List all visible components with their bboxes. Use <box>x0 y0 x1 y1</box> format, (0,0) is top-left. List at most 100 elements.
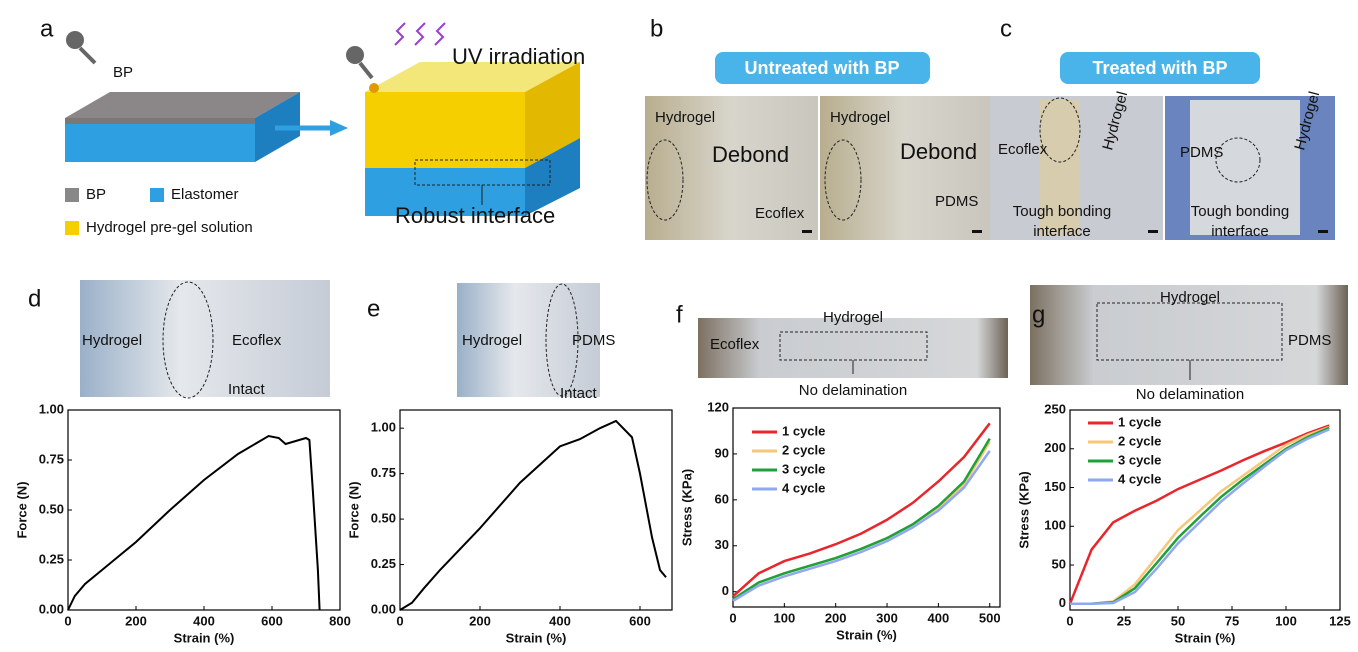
y-tick-label: 1.00 <box>371 420 396 435</box>
x-tick-label: 100 <box>773 610 795 625</box>
y-tick-label: 0.25 <box>39 551 64 566</box>
x-axis-title: Strain (%) <box>836 627 897 642</box>
y-tick-label: 0 <box>722 583 729 598</box>
legend-label: 1 cycle <box>782 423 825 438</box>
photo-label: Hydrogel <box>462 332 522 349</box>
x-tick-label: 600 <box>261 613 283 628</box>
y-tick-label: 100 <box>1044 518 1066 533</box>
x-tick-label: 200 <box>125 613 147 628</box>
panel-label: e <box>367 295 380 322</box>
data-line <box>733 439 990 600</box>
photo-label: Tough bonding <box>1013 203 1111 220</box>
y-tick-label: 0.50 <box>39 501 64 516</box>
photo-label: interface <box>1211 223 1269 240</box>
photo-header: Treated with BP <box>1092 58 1227 78</box>
legend-label: 4 cycle <box>782 480 825 495</box>
y-tick-label: 150 <box>1044 479 1066 494</box>
photo-label: No delamination <box>1136 386 1244 403</box>
x-tick-label: 0 <box>729 610 736 625</box>
y-tick-label: 1.00 <box>39 401 64 416</box>
y-tick-label: 50 <box>1052 556 1066 571</box>
y-tick-label: 0.00 <box>371 601 396 616</box>
y-tick-label: 90 <box>715 445 729 460</box>
data-line <box>733 423 990 596</box>
photo-label: Intact <box>560 385 598 402</box>
y-axis-title: Force (N) <box>346 481 361 538</box>
x-tick-label: 300 <box>876 610 898 625</box>
photo-label: interface <box>1033 223 1091 240</box>
y-tick-label: 0.75 <box>39 451 64 466</box>
y-tick-label: 0.25 <box>371 556 396 571</box>
photo-label: Hydrogel <box>830 109 890 126</box>
photo-label: PDMS <box>935 193 978 210</box>
y-tick-label: 30 <box>715 537 729 552</box>
photo-label: Ecoflex <box>998 141 1048 158</box>
photo-label: Hydrogel <box>655 109 715 126</box>
data-line <box>1070 428 1329 604</box>
data-line <box>400 421 666 610</box>
x-tick-label: 75 <box>1225 613 1239 628</box>
legend-label: 3 cycle <box>782 461 825 476</box>
legend-label: 3 cycle <box>1118 452 1161 467</box>
legend-label: 1 cycle <box>1118 414 1161 429</box>
panel-label: b <box>650 15 663 42</box>
x-tick-label: 400 <box>549 613 571 628</box>
photo-label: Ecoflex <box>232 332 282 349</box>
x-tick-label: 200 <box>825 610 847 625</box>
x-tick-label: 0 <box>1066 613 1073 628</box>
panel-label: d <box>28 285 41 312</box>
data-line <box>733 442 990 600</box>
x-tick-label: 800 <box>329 613 351 628</box>
y-tick-label: 0.75 <box>371 465 396 480</box>
y-tick-label: 60 <box>715 491 729 506</box>
photo-label: Intact <box>228 381 266 398</box>
photo-label: No delamination <box>799 382 907 399</box>
uv-label: UV irradiation <box>452 44 585 69</box>
photo-header: Untreated with BP <box>744 58 899 78</box>
interface-label: Robust interface <box>395 203 555 228</box>
photo-label: PDMS <box>572 332 615 349</box>
panel-label: g <box>1032 301 1045 328</box>
x-tick-label: 400 <box>193 613 215 628</box>
y-tick-label: 0.00 <box>39 601 64 616</box>
x-tick-label: 100 <box>1275 613 1297 628</box>
panel-label: c <box>1000 15 1012 42</box>
data-line <box>1070 426 1329 604</box>
x-tick-label: 400 <box>928 610 950 625</box>
y-tick-label: 200 <box>1044 440 1066 455</box>
photo-label: Hydrogel <box>1160 289 1220 306</box>
legend-label: 4 cycle <box>1118 471 1161 486</box>
legend-label: 2 cycle <box>1118 433 1161 448</box>
y-axis-title: Stress (KPa) <box>1016 471 1031 548</box>
photo-label: PDMS <box>1180 144 1223 161</box>
photo-label: Hydrogel <box>823 309 883 326</box>
photo-label: Debond <box>712 142 789 167</box>
x-tick-label: 0 <box>396 613 403 628</box>
dropper-label: BP <box>113 64 133 81</box>
y-axis-title: Force (N) <box>14 481 29 538</box>
legend-label: Hydrogel pre-gel solution <box>86 219 253 236</box>
panel-label: a <box>40 15 54 42</box>
x-tick-label: 500 <box>979 610 1001 625</box>
x-tick-label: 600 <box>629 613 651 628</box>
photo-label: Tough bonding <box>1191 203 1289 220</box>
photo-label: Ecoflex <box>710 336 760 353</box>
photo-label: Hydrogel <box>82 332 142 349</box>
plot-frame <box>400 410 672 610</box>
panel-label: f <box>676 301 683 328</box>
photo-label: Debond <box>900 139 977 164</box>
x-axis-title: Strain (%) <box>1175 630 1236 645</box>
y-tick-label: 0.50 <box>371 511 396 526</box>
x-axis-title: Strain (%) <box>506 630 567 645</box>
legend-label: 2 cycle <box>782 442 825 457</box>
photo-label: Ecoflex <box>755 205 805 222</box>
legend-label: Elastomer <box>171 186 239 203</box>
y-tick-label: 0 <box>1059 595 1066 610</box>
photo-label: PDMS <box>1288 332 1331 349</box>
x-tick-label: 200 <box>469 613 491 628</box>
x-axis-title: Strain (%) <box>174 630 235 645</box>
y-tick-label: 120 <box>707 399 729 414</box>
legend-label: BP <box>86 186 106 203</box>
x-tick-label: 125 <box>1329 613 1351 628</box>
data-line <box>68 436 320 610</box>
